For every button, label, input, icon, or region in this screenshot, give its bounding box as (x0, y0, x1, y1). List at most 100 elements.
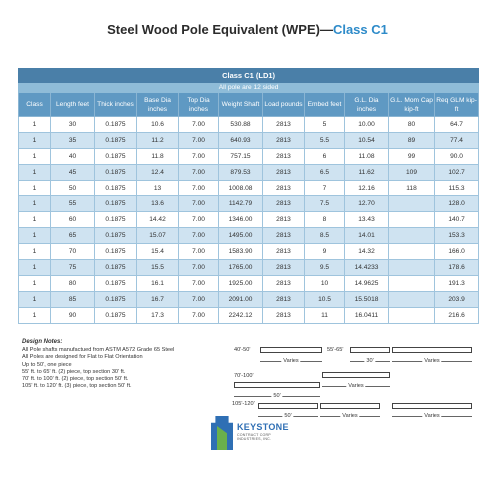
column-header: Top Dia inches (178, 92, 219, 117)
table-cell: 16.1 (136, 274, 179, 292)
table-cell: 80 (50, 274, 95, 292)
table-cell: 75 (50, 259, 95, 276)
table-cell: 1765.00 (218, 259, 263, 276)
table-cell: 11.8 (136, 147, 179, 165)
table-cell: 0.1875 (94, 259, 137, 276)
table-cell: 2813 (262, 274, 305, 292)
table-cell: 17.3 (136, 306, 179, 324)
table-cell: 8 (304, 211, 345, 229)
table-row: 1 60 0.1875 14.42 7.00 1346.00 2813 8 13.43 140.7 (18, 211, 480, 229)
table-cell: 7.00 (178, 290, 219, 308)
table-cell: 14.01 (344, 227, 389, 245)
column-header: Length feet (50, 92, 95, 117)
table-cell: 1346.00 (218, 211, 263, 229)
table-cell: 15.4 (136, 243, 179, 261)
table-cell: 30 (50, 116, 95, 133)
table-cell: 0.1875 (94, 290, 137, 308)
table-cell: 60 (50, 211, 95, 229)
pole-diagram-2-dimension-a: 30' (350, 358, 390, 367)
design-note-line: 55' ft. to 65' ft. (2) piece, top sectio… (22, 368, 126, 375)
table-cell: 128.0 (433, 195, 480, 213)
table-cell: 109 (388, 163, 435, 181)
table-cell: 7.00 (178, 274, 219, 292)
table-cell: 10.6 (136, 116, 179, 133)
table-row: 1 80 0.1875 16.1 7.00 1925.00 2813 10 14.9625 191… (18, 274, 480, 292)
table-cell: 7.00 (178, 179, 219, 197)
table-cell: 2242.12 (218, 306, 263, 324)
table-cell: 7.00 (178, 163, 219, 181)
table-cell: 0.1875 (94, 116, 137, 133)
pole-diagram-4-bottom-section (392, 403, 472, 409)
table-cell: 879.53 (218, 163, 263, 181)
table-cell (388, 227, 435, 245)
table-cell: 0.1875 (94, 306, 137, 324)
table-cell: 14.4233 (344, 259, 389, 276)
table-cell: 50 (50, 179, 95, 197)
table-cell: 5 (304, 116, 345, 133)
pole-diagram-4-middle-section (320, 403, 380, 409)
table-cell: 7.00 (178, 131, 219, 149)
table-cell: 1 (18, 131, 51, 149)
table-row: 1 30 0.1875 10.6 7.00 530.88 2813 5 10.00 80 64.7 (18, 116, 480, 133)
table-cell: 15.07 (136, 227, 179, 245)
table-cell: 2813 (262, 179, 305, 197)
table-cell: 11 (304, 306, 345, 324)
table-cell (388, 274, 435, 292)
table-cell: 0.1875 (94, 211, 137, 229)
design-note-line: 70' ft. to 100' ft. (2) piece, top secti… (22, 376, 129, 383)
table-cell: 45 (50, 163, 95, 181)
table-cell: 1 (18, 147, 51, 165)
pole-diagram-2-label: 55'-65' (327, 347, 344, 353)
pole-diagram-2-bottom-section (392, 347, 472, 353)
column-header: G.L. Mom Cap kip-ft (388, 92, 435, 117)
table-cell: 1583.90 (218, 243, 263, 261)
table-cell: 1008.08 (218, 179, 263, 197)
logo-subtitle: CONTRACT CORP INDUSTRIES, INC. (237, 433, 272, 441)
table-cell: 13.43 (344, 211, 389, 229)
table-cell: 2813 (262, 163, 305, 181)
table-cell: 640.93 (218, 131, 263, 149)
table-cell (388, 243, 435, 261)
table-cell: 14.32 (344, 243, 389, 261)
table-cell: 90 (50, 306, 95, 324)
table-row: 1 40 0.1875 11.8 7.00 757.15 2813 6 11.08 99 90.0 (18, 147, 480, 165)
table-cell: 16.7 (136, 290, 179, 308)
table-cell: 8.5 (304, 227, 345, 245)
table-cell: 1 (18, 290, 51, 308)
title-main: Steel Wood Pole Equivalent (WPE)— (107, 22, 333, 37)
table-cell: 35 (50, 131, 95, 149)
table-cell: 16.0411 (344, 306, 389, 324)
table-cell: 80 (388, 116, 435, 133)
spec-table: Class C1 (LD1) All pole are 12 sided Cla… (17, 68, 480, 324)
table-cell: 1 (18, 211, 51, 229)
table-cell: 102.7 (433, 163, 480, 181)
design-note-line: All Poles are designed for Flat to Flat … (22, 354, 143, 361)
table-cell: 13.6 (136, 195, 179, 213)
table-cell: 2813 (262, 211, 305, 229)
design-note-line: 105' ft. to 120' ft. (3) piece, top sect… (22, 383, 132, 390)
table-cell: 7 (304, 179, 345, 197)
design-note-line: Up to 50', one piece (22, 361, 72, 368)
keystone-logo: KEYSTONE CONTRACT CORP INDUSTRIES, INC. (205, 410, 295, 460)
table-cell: 7.00 (178, 195, 219, 213)
table-cell: 757.15 (218, 147, 263, 165)
table-row: 1 55 0.1875 13.6 7.00 1142.79 2813 7.5 12.70 128.… (18, 195, 480, 213)
title-accent: Class C1 (332, 22, 388, 37)
table-cell: 0.1875 (94, 243, 137, 261)
page-title: Steel Wood Pole Equivalent (WPE)—Class C… (0, 22, 495, 37)
table-cell (388, 211, 435, 229)
column-header: Thick inches (94, 92, 137, 117)
pole-diagram-4-top-section (258, 403, 318, 409)
table-cell: 7.5 (304, 195, 345, 213)
table-cell: 7.00 (178, 306, 219, 324)
pole-diagram-4-dimension-c: Varies (392, 413, 472, 422)
table-cell: 2813 (262, 116, 305, 133)
column-header: Class (18, 92, 51, 117)
table-cell: 5.5 (304, 131, 345, 149)
column-header: Load pounds (262, 92, 305, 117)
pole-diagram-4-label: 105'-120' (232, 401, 255, 407)
pole-diagram-4-dimension-b: Varies (320, 413, 380, 422)
table-cell: 2813 (262, 290, 305, 308)
table-row: 1 65 0.1875 15.07 7.00 1495.00 2813 8.5 14.01 153… (18, 227, 480, 245)
table-cell: 13 (136, 179, 179, 197)
